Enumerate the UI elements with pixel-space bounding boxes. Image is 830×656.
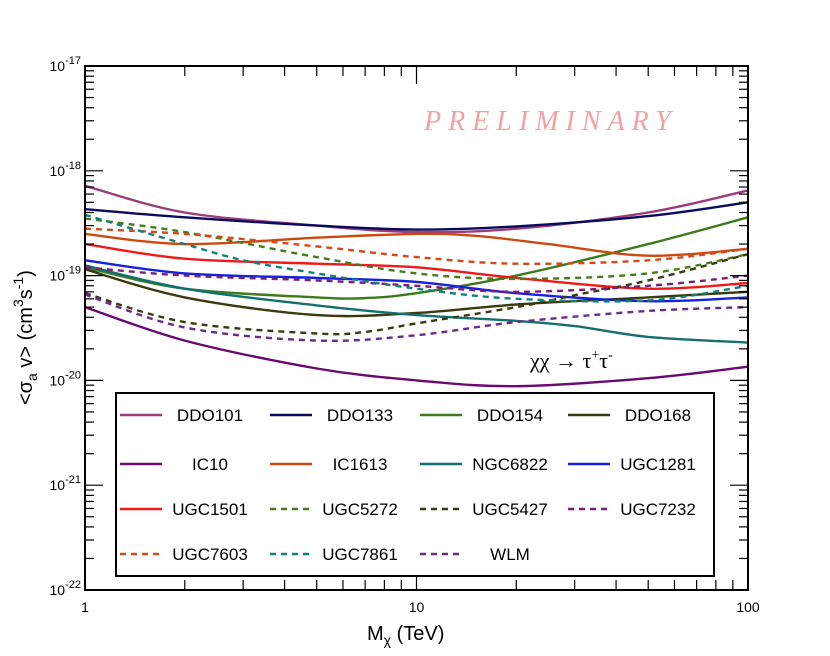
legend-label-ic1613: IC1613 <box>333 455 388 474</box>
series-ddo101 <box>84 184 749 234</box>
preliminary-watermark: PRELIMINARY <box>423 106 678 137</box>
x-tick-label: 10 <box>409 599 425 615</box>
y-axis-title: <σa v> (cm3s-1) <box>10 270 40 405</box>
legend-label-ugc1501: UGC1501 <box>172 500 248 519</box>
y-tick-label: 10-18 <box>50 160 81 179</box>
series-ugc7232 <box>84 266 749 293</box>
series-ugc5427 <box>84 253 749 336</box>
x-axis-title: Mχ (TeV) <box>367 623 444 648</box>
legend-label-ddo154: DDO154 <box>477 406 543 425</box>
y-tick-label: 10-22 <box>50 579 81 598</box>
series-ic1613 <box>84 232 749 257</box>
axis-ticks: 10-22 10-21 10-20 10-19 10-18 10-17 1 10 100 <box>50 55 760 615</box>
legend: DDO101 DDO133 DDO154 DDO168 IC10 IC1613 NGC682… <box>115 392 715 577</box>
legend-label-ugc7603: UGC7603 <box>172 545 248 564</box>
y-tick-label: 10-17 <box>50 55 81 74</box>
series-ddo168 <box>84 268 749 318</box>
channel-annotation: χχ → τ+τ- <box>529 348 613 373</box>
legend-label-ic10: IC10 <box>192 455 228 474</box>
legend-label-ugc7232: UGC7232 <box>620 500 696 519</box>
legend-label-wlm: WLM <box>490 545 530 564</box>
y-tick-label: 10-19 <box>50 265 81 284</box>
series-ugc1501 <box>84 242 749 290</box>
legend-label-ngc6822: NGC6822 <box>472 455 548 474</box>
legend-label-ugc1281: UGC1281 <box>620 455 696 474</box>
curves-layer <box>84 184 749 388</box>
legend-box <box>115 392 715 577</box>
legend-label-ugc5427: UGC5427 <box>472 500 548 519</box>
legend-label-ddo133: DDO133 <box>327 406 393 425</box>
x-tick-label: 1 <box>81 599 89 615</box>
legend-label-ddo168: DDO168 <box>625 406 691 425</box>
series-ugc7603 <box>84 227 749 265</box>
x-tick-label: 100 <box>736 599 760 615</box>
series-ugc5272 <box>84 217 749 281</box>
legend-label-ugc5272: UGC5272 <box>322 500 398 519</box>
y-tick-label: 10-21 <box>50 474 81 493</box>
legend-label-ddo101: DDO101 <box>177 406 243 425</box>
series-ngc6822 <box>84 264 749 344</box>
legend-label-ugc7861: UGC7861 <box>322 545 398 564</box>
y-tick-label: 10-20 <box>50 369 81 388</box>
series-ic10 <box>84 305 749 388</box>
series-ddo133 <box>84 201 749 231</box>
